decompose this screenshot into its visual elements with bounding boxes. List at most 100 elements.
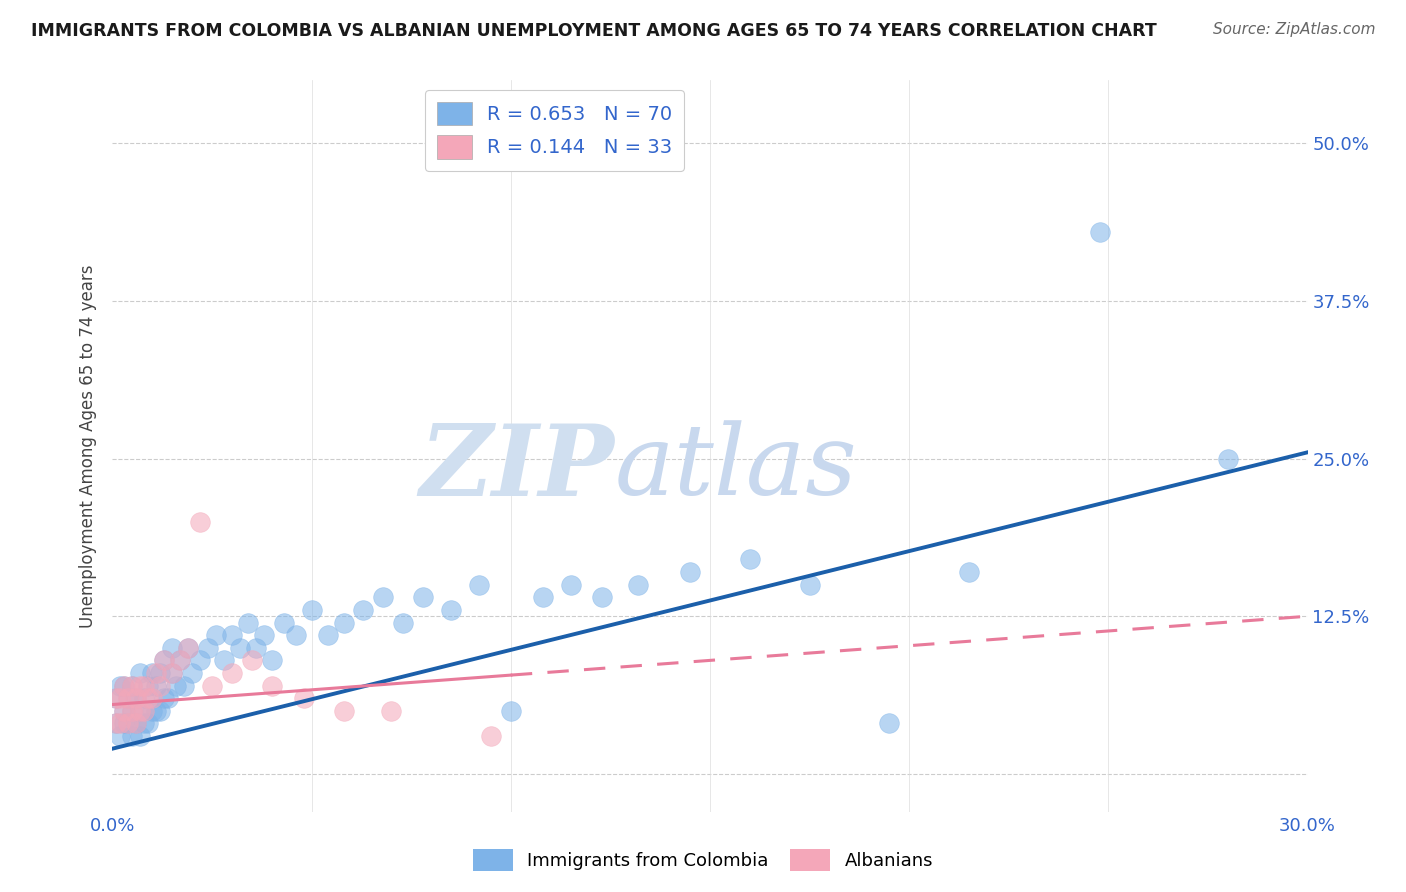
- Point: [169, 653, 191, 667]
- Point: [440, 603, 463, 617]
- Point: [240, 653, 263, 667]
- Point: [110, 729, 132, 743]
- Point: [153, 653, 176, 667]
- Point: [212, 653, 235, 667]
- Point: [679, 565, 702, 579]
- Point: [162, 640, 183, 655]
- Point: [134, 704, 156, 718]
- Point: [353, 603, 375, 617]
- Point: [169, 653, 191, 667]
- Point: [1216, 451, 1239, 466]
- Point: [592, 591, 614, 605]
- Point: [110, 679, 132, 693]
- Point: [253, 628, 276, 642]
- Point: [145, 665, 167, 680]
- Point: [165, 679, 187, 693]
- Text: ZIP: ZIP: [419, 420, 614, 516]
- Point: [134, 716, 156, 731]
- Point: [292, 691, 315, 706]
- Point: [479, 729, 502, 743]
- Point: [188, 515, 211, 529]
- Point: [177, 640, 200, 655]
- Point: [181, 665, 204, 680]
- Point: [531, 591, 554, 605]
- Point: [412, 591, 434, 605]
- Point: [260, 679, 283, 693]
- Point: [221, 665, 243, 680]
- Point: [392, 615, 415, 630]
- Text: atlas: atlas: [614, 420, 858, 516]
- Point: [117, 691, 139, 706]
- Point: [129, 704, 152, 718]
- Point: [799, 578, 821, 592]
- Legend: Immigrants from Colombia, Albanians: Immigrants from Colombia, Albanians: [465, 842, 941, 879]
- Point: [114, 679, 135, 693]
- Point: [121, 729, 143, 743]
- Point: [284, 628, 307, 642]
- Point: [138, 679, 160, 693]
- Point: [153, 691, 176, 706]
- Point: [125, 716, 148, 731]
- Point: [129, 679, 152, 693]
- Point: [627, 578, 650, 592]
- Point: [138, 691, 160, 706]
- Point: [114, 704, 135, 718]
- Text: IMMIGRANTS FROM COLOMBIA VS ALBANIAN UNEMPLOYMENT AMONG AGES 65 TO 74 YEARS CORR: IMMIGRANTS FROM COLOMBIA VS ALBANIAN UNE…: [31, 22, 1157, 40]
- Point: [114, 679, 135, 693]
- Point: [157, 691, 180, 706]
- Point: [125, 691, 148, 706]
- Point: [141, 691, 163, 706]
- Point: [1090, 225, 1112, 239]
- Point: [236, 615, 259, 630]
- Point: [134, 691, 156, 706]
- Point: [117, 716, 139, 731]
- Point: [105, 691, 128, 706]
- Point: [110, 716, 132, 731]
- Point: [149, 704, 172, 718]
- Point: [879, 716, 901, 731]
- Point: [205, 628, 228, 642]
- Point: [380, 704, 402, 718]
- Point: [149, 665, 172, 680]
- Point: [105, 691, 128, 706]
- Point: [229, 640, 252, 655]
- Point: [114, 716, 135, 731]
- Point: [145, 704, 167, 718]
- Point: [110, 691, 132, 706]
- Point: [188, 653, 211, 667]
- Point: [316, 628, 339, 642]
- Y-axis label: Unemployment Among Ages 65 to 74 years: Unemployment Among Ages 65 to 74 years: [79, 264, 97, 628]
- Point: [301, 603, 323, 617]
- Point: [105, 716, 128, 731]
- Point: [121, 704, 143, 718]
- Point: [197, 640, 219, 655]
- Point: [332, 615, 354, 630]
- Point: [149, 679, 172, 693]
- Point: [105, 716, 128, 731]
- Point: [332, 704, 354, 718]
- Point: [141, 665, 163, 680]
- Point: [134, 679, 156, 693]
- Point: [201, 679, 224, 693]
- Text: Source: ZipAtlas.com: Source: ZipAtlas.com: [1212, 22, 1375, 37]
- Point: [121, 704, 143, 718]
- Point: [468, 578, 491, 592]
- Point: [121, 679, 143, 693]
- Point: [173, 679, 195, 693]
- Point: [153, 653, 176, 667]
- Point: [162, 665, 183, 680]
- Point: [738, 552, 761, 566]
- Point: [162, 665, 183, 680]
- Point: [117, 691, 139, 706]
- Point: [141, 704, 163, 718]
- Point: [177, 640, 200, 655]
- Point: [117, 716, 139, 731]
- Point: [129, 665, 152, 680]
- Point: [129, 704, 152, 718]
- Point: [125, 691, 148, 706]
- Legend: R = 0.653   N = 70, R = 0.144   N = 33: R = 0.653 N = 70, R = 0.144 N = 33: [425, 90, 685, 170]
- Point: [221, 628, 243, 642]
- Point: [957, 565, 980, 579]
- Point: [129, 729, 152, 743]
- Point: [499, 704, 522, 718]
